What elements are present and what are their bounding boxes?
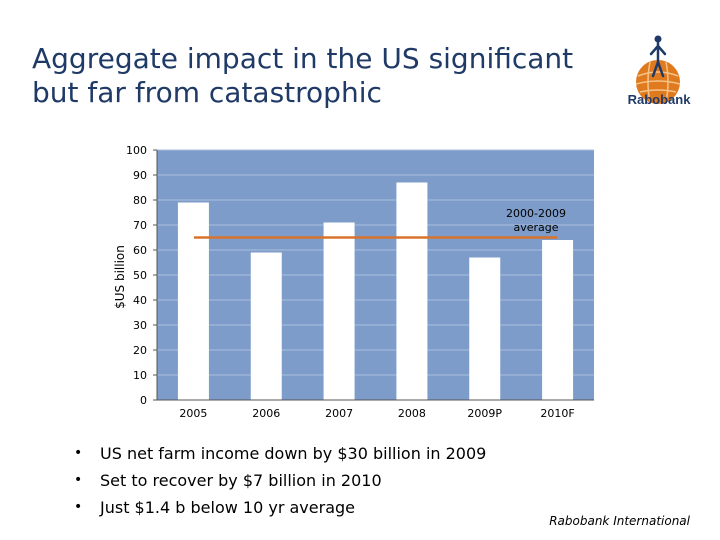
y-tick-label: 80 [133,194,147,207]
bullet-item: • US net farm income down by $30 billion … [74,440,486,467]
x-tick-label: 2008 [398,407,426,420]
y-tick-label: 40 [133,294,147,307]
y-tick-label: 90 [133,169,147,182]
average-label-line-1: 2000-2009 [506,207,566,220]
bullet-dot-icon: • [74,499,83,515]
x-tick-label: 2010F [540,407,574,420]
bullet-item: • Set to recover by $7 billion in 2010 [74,467,486,494]
y-tick-label: 70 [133,219,147,232]
y-tick-label: 10 [133,369,147,382]
bullet-text: Set to recover by $7 billion in 2010 [100,471,382,490]
footer-text: Rabobank International [549,514,690,528]
bar-2006 [250,252,282,400]
y-tick-label: 30 [133,319,147,332]
page-title: Aggregate impact in the US significant b… [32,42,622,110]
bullet-dot-icon: • [74,445,83,461]
x-tick-label: 2007 [325,407,353,420]
bullet-dot-icon: • [74,472,83,488]
bullet-text: US net farm income down by $30 billion i… [100,444,487,463]
bullet-text: Just $1.4 b below 10 yr average [100,498,355,517]
y-tick-label: 60 [133,244,147,257]
y-tick-label: 100 [126,144,147,157]
y-tick-label: 20 [133,344,147,357]
x-tick-label: 2006 [252,407,280,420]
bar-2008 [396,182,428,400]
bar-2007 [323,222,355,400]
title-line-1: Aggregate impact in the US significant [32,42,574,75]
title-line-2: but far from catastrophic [32,76,382,109]
y-tick-label: 0 [140,394,147,407]
x-tick-label: 2005 [179,407,207,420]
bullet-item: • Just $1.4 b below 10 yr average [74,494,486,521]
bullet-list: • US net farm income down by $30 billion … [74,440,486,521]
bar-2005 [177,202,209,400]
rabobank-logo-icon [635,35,681,104]
average-label-line-2: average [513,221,558,234]
bar-2009P [469,257,501,400]
bar-2010F [542,240,574,400]
x-tick-label: 2009P [467,407,502,420]
y-axis-label: $US billion [113,245,127,309]
logo-text: Rabobank [627,92,691,107]
y-tick-label: 50 [133,269,147,282]
